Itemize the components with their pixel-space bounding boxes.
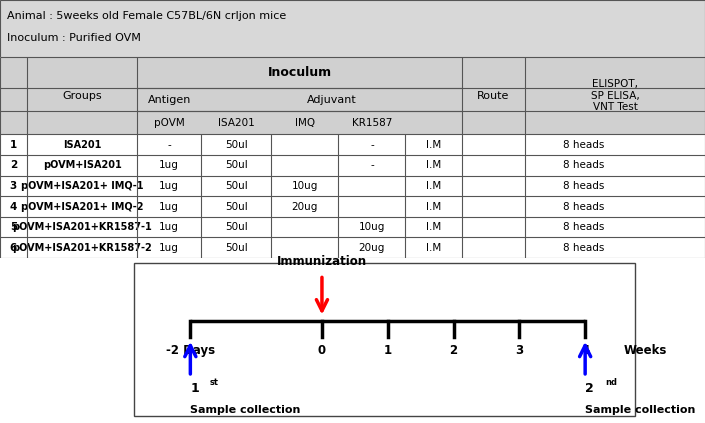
Text: 20ug: 20ug — [292, 201, 318, 212]
Text: 1: 1 — [384, 344, 392, 357]
Text: 8 heads: 8 heads — [563, 181, 604, 191]
Text: 8 heads: 8 heads — [563, 222, 604, 232]
Text: 3: 3 — [515, 344, 523, 357]
Text: 4: 4 — [581, 344, 589, 357]
Text: 1: 1 — [10, 140, 17, 150]
Text: pOVM+ISA201+KR1587-2: pOVM+ISA201+KR1587-2 — [12, 243, 152, 253]
Text: 5: 5 — [10, 222, 17, 232]
Text: 8 heads: 8 heads — [563, 243, 604, 253]
Text: Adjuvant: Adjuvant — [307, 95, 356, 105]
Text: 2: 2 — [450, 344, 458, 357]
Text: 50ul: 50ul — [225, 243, 247, 253]
Text: Antigen: Antigen — [147, 95, 191, 105]
Text: ISA201: ISA201 — [218, 118, 255, 128]
Text: 1: 1 — [190, 382, 199, 395]
Bar — [134, 263, 634, 416]
Text: 8 heads: 8 heads — [563, 140, 604, 150]
Text: pOVM+ISA201+ IMQ-1: pOVM+ISA201+ IMQ-1 — [21, 181, 143, 191]
Text: I.M: I.M — [426, 222, 441, 232]
Text: 10ug: 10ug — [292, 181, 318, 191]
Text: I.M: I.M — [426, 140, 441, 150]
Text: pOVM+ISA201+ IMQ-2: pOVM+ISA201+ IMQ-2 — [21, 201, 143, 212]
Text: 8 heads: 8 heads — [563, 201, 604, 212]
Text: 4: 4 — [10, 201, 17, 212]
Text: Animal : 5weeks old Female C57BL/6N crIjon mice: Animal : 5weeks old Female C57BL/6N crIj… — [7, 11, 286, 22]
Text: 1ug: 1ug — [159, 160, 179, 170]
Text: 50ul: 50ul — [225, 222, 247, 232]
Text: IMQ: IMQ — [295, 118, 315, 128]
Text: Sample collection: Sample collection — [585, 405, 696, 415]
Text: 20ug: 20ug — [359, 243, 385, 253]
Text: 6: 6 — [10, 243, 17, 253]
Text: 1ug: 1ug — [159, 222, 179, 232]
Text: 2: 2 — [585, 382, 594, 395]
Text: 1ug: 1ug — [159, 201, 179, 212]
Text: I.M: I.M — [426, 181, 441, 191]
Text: 3: 3 — [10, 181, 17, 191]
Text: Weeks: Weeks — [624, 344, 668, 357]
Text: Immunization: Immunization — [277, 255, 367, 268]
Text: Inoculum: Inoculum — [268, 66, 331, 79]
Text: ISA201: ISA201 — [63, 140, 102, 150]
Text: pOVM+ISA201: pOVM+ISA201 — [43, 160, 121, 170]
Text: st: st — [210, 379, 219, 387]
Text: -2 Days: -2 Days — [166, 344, 215, 357]
Bar — [0, 57, 705, 135]
Text: Route: Route — [477, 91, 510, 101]
Text: Groups: Groups — [62, 91, 102, 101]
Text: 0: 0 — [318, 344, 326, 357]
Text: I.M: I.M — [426, 201, 441, 212]
Text: 50ul: 50ul — [225, 201, 247, 212]
Text: 1ug: 1ug — [159, 181, 179, 191]
Text: Inoculum : Purified OVM: Inoculum : Purified OVM — [7, 33, 141, 43]
Text: pOVM+ISA201+KR1587-1: pOVM+ISA201+KR1587-1 — [12, 222, 152, 232]
Text: 1ug: 1ug — [159, 243, 179, 253]
Text: I.M: I.M — [426, 243, 441, 253]
Text: pOVM: pOVM — [154, 118, 185, 128]
Text: -: - — [370, 160, 374, 170]
Text: nd: nd — [605, 379, 617, 387]
Text: 50ul: 50ul — [225, 181, 247, 191]
Text: Sample collection: Sample collection — [190, 405, 301, 415]
Text: -: - — [167, 140, 171, 150]
Text: 8 heads: 8 heads — [563, 160, 604, 170]
Bar — [0, 135, 705, 258]
Text: 50ul: 50ul — [225, 160, 247, 170]
Text: -: - — [370, 140, 374, 150]
Text: 10ug: 10ug — [359, 222, 385, 232]
Text: KR1587: KR1587 — [352, 118, 392, 128]
Text: 2: 2 — [10, 160, 17, 170]
Text: ELISPOT,
SP ELISA,
VNT Test: ELISPOT, SP ELISA, VNT Test — [591, 79, 639, 113]
Text: I.M: I.M — [426, 160, 441, 170]
Text: 50ul: 50ul — [225, 140, 247, 150]
